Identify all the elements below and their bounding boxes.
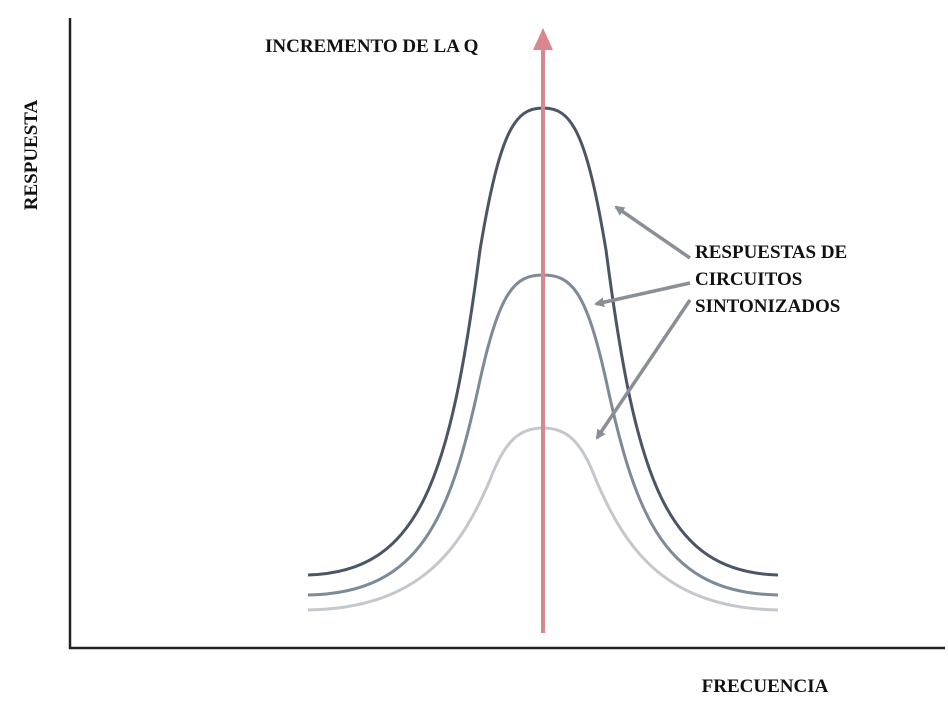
annotation-line: SINTONIZADOS xyxy=(695,296,840,317)
annotation-arrow xyxy=(594,281,691,308)
q-arrow-head xyxy=(533,28,553,50)
annotation-line: RESPUESTAS DE xyxy=(695,242,847,263)
annotation-arrow xyxy=(595,299,692,440)
x-axis-label: FRECUENCIA xyxy=(702,676,829,697)
arrow-label: INCREMENTO DE LA Q xyxy=(265,36,478,57)
annotation-line: CIRCUITOS xyxy=(695,269,802,290)
annotation-arrow xyxy=(614,205,691,260)
y-axis-label: RESPUESTA xyxy=(21,99,42,210)
